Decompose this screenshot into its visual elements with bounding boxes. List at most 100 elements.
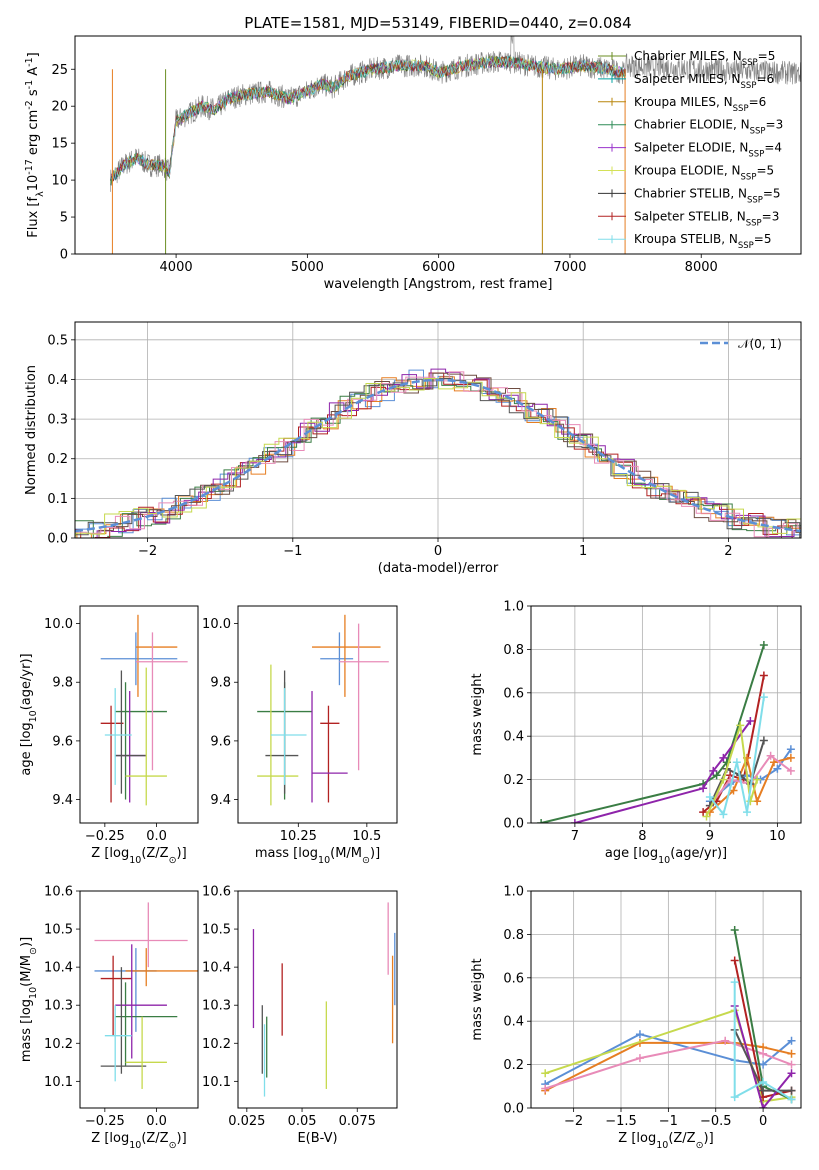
y-tick-label: 0.8 [503,643,524,658]
x-tick-label: 9 [706,829,714,844]
y-tick-label: 0.1 [47,492,68,507]
label-span: s [26,89,41,100]
label-span: mass weight [470,958,485,1040]
x-axis-label: Z [log10(Z/Z⊙)] [91,1131,186,1151]
label-span: age [log [605,846,658,861]
weight-marker [787,1049,796,1058]
label-span: 10 [129,855,141,866]
y-tick-label: 0.4 [503,1015,524,1030]
x-tick-label: −2 [138,544,157,559]
legend-name: Salpeter STELIB, N [634,209,746,223]
label-span: erg cm [26,110,41,159]
weight-marker [759,736,768,745]
x-tick-label: 2 [724,544,732,559]
weight-marker [753,797,762,806]
x-tick-label: 0.0 [146,1114,167,1129]
weight-marker [709,766,718,775]
legend-sub: SSP [738,241,754,251]
y-tick-label: 9.8 [210,676,231,691]
residual-panel: −2 −1 0 1 2 0.0 0.1 0.2 0.3 0.4 0.5 (data-model)/er… [24,321,802,576]
label-span: (Z/Z [141,1131,168,1146]
weight-lines [537,641,795,823]
errorbars [94,902,198,1089]
histogram-step [75,378,801,537]
y-tick-label: 0.4 [47,373,68,388]
x-axis-label: age [log10(age/yr)] [605,846,727,866]
y-tick-label: 20 [51,100,68,115]
label-span: (age/yr)] [670,846,727,861]
weight-marker [786,766,795,775]
legend-sub: SSP [750,127,766,137]
label-span: -1 [24,57,35,66]
errorbar-panel: −0.25 0.09.49.69.810.0Z [log10(Z/Z⊙)]age … [19,605,199,866]
axes-frame [74,35,802,255]
histogram-step [75,376,801,538]
histogram-step [75,369,801,538]
x-tick-label: −0.25 [85,829,125,844]
y-tick-label: 10.0 [44,617,73,632]
label-span: )] [704,1131,714,1146]
legend-tail: =5 [763,186,781,200]
model-spectrum-line [111,55,625,181]
weight-marker [719,753,728,762]
weight-marker [759,693,768,702]
y-tick-label: 10.1 [44,1075,73,1090]
weight-marker [787,1036,796,1045]
weight-marker [721,1036,730,1045]
x-axis-label: wavelength [Angstrom, rest frame] [324,277,553,292]
y-tick-label: 10.2 [202,1037,231,1052]
legend-entry: Chabrier STELIB, NSSP=5 [634,186,781,205]
weight-marker [732,758,741,767]
legend-entry: Salpeter ELODIE, NSSP=4 [634,141,782,160]
axes-frame [237,605,398,824]
y-tick-label: 0.0 [503,817,524,832]
y-tick-label: 0.8 [503,928,524,943]
label-span: ⊙ [696,1140,704,1151]
y-tick-label: 0 [60,248,68,263]
y-tick-label: 10.3 [44,999,73,1014]
label-span: -17 [24,159,35,175]
x-axis-label: Z [log10(Z/Z⊙)] [618,1131,713,1151]
weight-marker [570,819,579,823]
label-span: Z [log [91,846,129,861]
label-span: )] [177,846,187,861]
weight-marker [730,926,739,935]
weight-marker [759,1077,768,1086]
label-span: -2 [24,100,35,109]
legend-entry: Kroupa MILES, NSSP=6 [634,95,766,114]
x-tick-label: 6000 [422,260,455,275]
legend-name: Salpeter ELODIE, N [634,141,748,155]
y-tick-label: 0.2 [47,452,68,467]
y-tick-label: 0.3 [47,413,68,428]
spectrum-panel: 4000 5000 6000 7000 8000 0 5 10 15 20 25 wavelength… [24,14,802,292]
weight-marker [746,717,755,726]
label-span: (Z/Z [668,1131,695,1146]
y-axis-label: mass [log10(M/M⊙)] [19,937,39,1062]
y-tick-label: 9.6 [210,734,231,749]
legend-tail: =3 [766,118,784,132]
y-tick-label: 9.8 [52,676,73,691]
y-axis-label: mass weight [470,958,485,1040]
label-span: 10 [318,855,330,866]
weight-marker [759,671,768,680]
label-span: Normed distribution [24,365,39,495]
weight-marker [699,784,708,793]
weight-marker [736,721,745,730]
y-tick-label: 0.2 [503,1058,524,1073]
errorbar-panel: 10.25 10.5 9.4 9.6 9.8 10.0 mass [log10(M/M⊙)] [202,605,398,866]
y-tick-label: 10.2 [44,1037,73,1052]
weight-line [733,982,793,1101]
label-span: mass weight [470,673,485,755]
y-tick-label: 25 [51,63,68,78]
weight-marker [787,1086,796,1095]
x-tick-label: −1 [659,1114,678,1129]
x-tick-label: −0.5 [700,1114,732,1129]
y-axis-label: Flux [fλ10-17 erg cm-2 s-1 A-1] [24,52,46,237]
legend-tail: =5 [754,232,772,246]
weight-marker [705,792,714,801]
weight-marker [759,1086,768,1095]
weight-marker [541,1069,550,1078]
y-tick-label: 0.4 [503,730,524,745]
weight-marker [719,810,728,819]
